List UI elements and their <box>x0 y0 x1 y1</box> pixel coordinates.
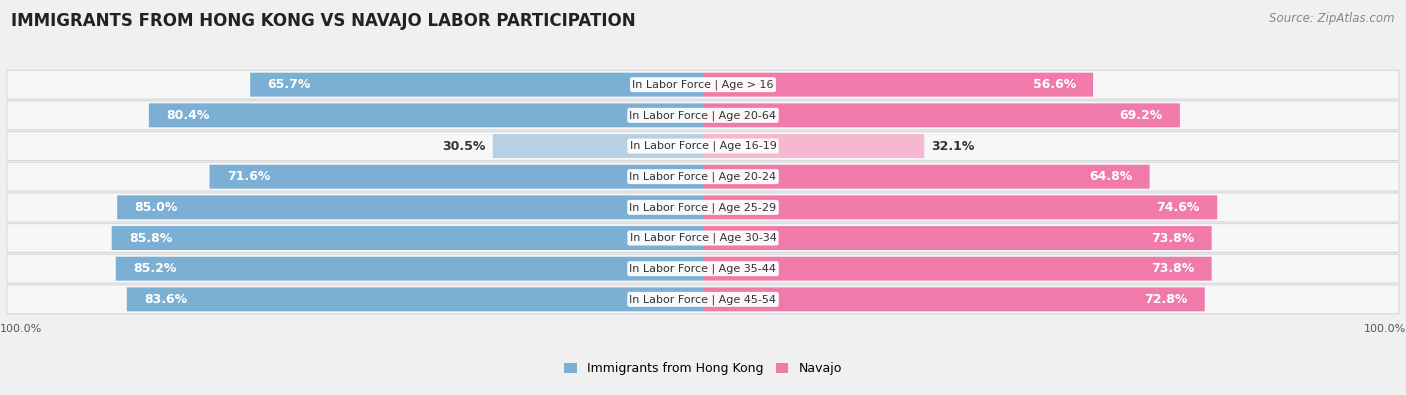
FancyBboxPatch shape <box>703 165 1150 189</box>
Text: 56.6%: 56.6% <box>1032 78 1076 91</box>
Text: 100.0%: 100.0% <box>1364 324 1406 334</box>
Text: In Labor Force | Age 16-19: In Labor Force | Age 16-19 <box>630 141 776 151</box>
FancyBboxPatch shape <box>7 132 1399 160</box>
FancyBboxPatch shape <box>7 285 1399 314</box>
Text: In Labor Force | Age 45-54: In Labor Force | Age 45-54 <box>630 294 776 305</box>
Text: Source: ZipAtlas.com: Source: ZipAtlas.com <box>1270 12 1395 25</box>
Text: In Labor Force | Age 30-34: In Labor Force | Age 30-34 <box>630 233 776 243</box>
FancyBboxPatch shape <box>703 257 1212 281</box>
FancyBboxPatch shape <box>115 257 703 281</box>
Text: 73.8%: 73.8% <box>1152 231 1195 245</box>
Text: In Labor Force | Age 25-29: In Labor Force | Age 25-29 <box>630 202 776 213</box>
FancyBboxPatch shape <box>149 103 703 127</box>
FancyBboxPatch shape <box>7 193 1399 222</box>
Text: 32.1%: 32.1% <box>931 139 974 152</box>
Text: 100.0%: 100.0% <box>0 324 42 334</box>
Text: 74.6%: 74.6% <box>1157 201 1199 214</box>
Text: 73.8%: 73.8% <box>1152 262 1195 275</box>
Text: 85.0%: 85.0% <box>135 201 177 214</box>
FancyBboxPatch shape <box>7 101 1399 130</box>
FancyBboxPatch shape <box>250 73 703 97</box>
FancyBboxPatch shape <box>117 196 703 219</box>
FancyBboxPatch shape <box>7 70 1399 99</box>
Text: IMMIGRANTS FROM HONG KONG VS NAVAJO LABOR PARTICIPATION: IMMIGRANTS FROM HONG KONG VS NAVAJO LABO… <box>11 12 636 30</box>
Text: 65.7%: 65.7% <box>267 78 311 91</box>
Text: 69.2%: 69.2% <box>1119 109 1163 122</box>
FancyBboxPatch shape <box>703 73 1092 97</box>
FancyBboxPatch shape <box>7 224 1399 252</box>
Text: 71.6%: 71.6% <box>226 170 270 183</box>
Text: 85.2%: 85.2% <box>134 262 176 275</box>
FancyBboxPatch shape <box>703 288 1205 311</box>
Text: In Labor Force | Age 20-64: In Labor Force | Age 20-64 <box>630 110 776 120</box>
Text: 80.4%: 80.4% <box>166 109 209 122</box>
FancyBboxPatch shape <box>7 254 1399 283</box>
FancyBboxPatch shape <box>209 165 703 189</box>
FancyBboxPatch shape <box>703 134 924 158</box>
FancyBboxPatch shape <box>703 196 1218 219</box>
Legend: Immigrants from Hong Kong, Navajo: Immigrants from Hong Kong, Navajo <box>564 362 842 375</box>
Text: 30.5%: 30.5% <box>443 139 486 152</box>
FancyBboxPatch shape <box>7 162 1399 191</box>
FancyBboxPatch shape <box>492 134 703 158</box>
Text: In Labor Force | Age 35-44: In Labor Force | Age 35-44 <box>630 263 776 274</box>
Text: 85.8%: 85.8% <box>129 231 172 245</box>
FancyBboxPatch shape <box>111 226 703 250</box>
Text: 64.8%: 64.8% <box>1090 170 1132 183</box>
FancyBboxPatch shape <box>703 103 1180 127</box>
Text: In Labor Force | Age > 16: In Labor Force | Age > 16 <box>633 79 773 90</box>
Text: 72.8%: 72.8% <box>1144 293 1188 306</box>
FancyBboxPatch shape <box>703 226 1212 250</box>
Text: 83.6%: 83.6% <box>143 293 187 306</box>
Text: In Labor Force | Age 20-24: In Labor Force | Age 20-24 <box>630 171 776 182</box>
FancyBboxPatch shape <box>127 288 703 311</box>
